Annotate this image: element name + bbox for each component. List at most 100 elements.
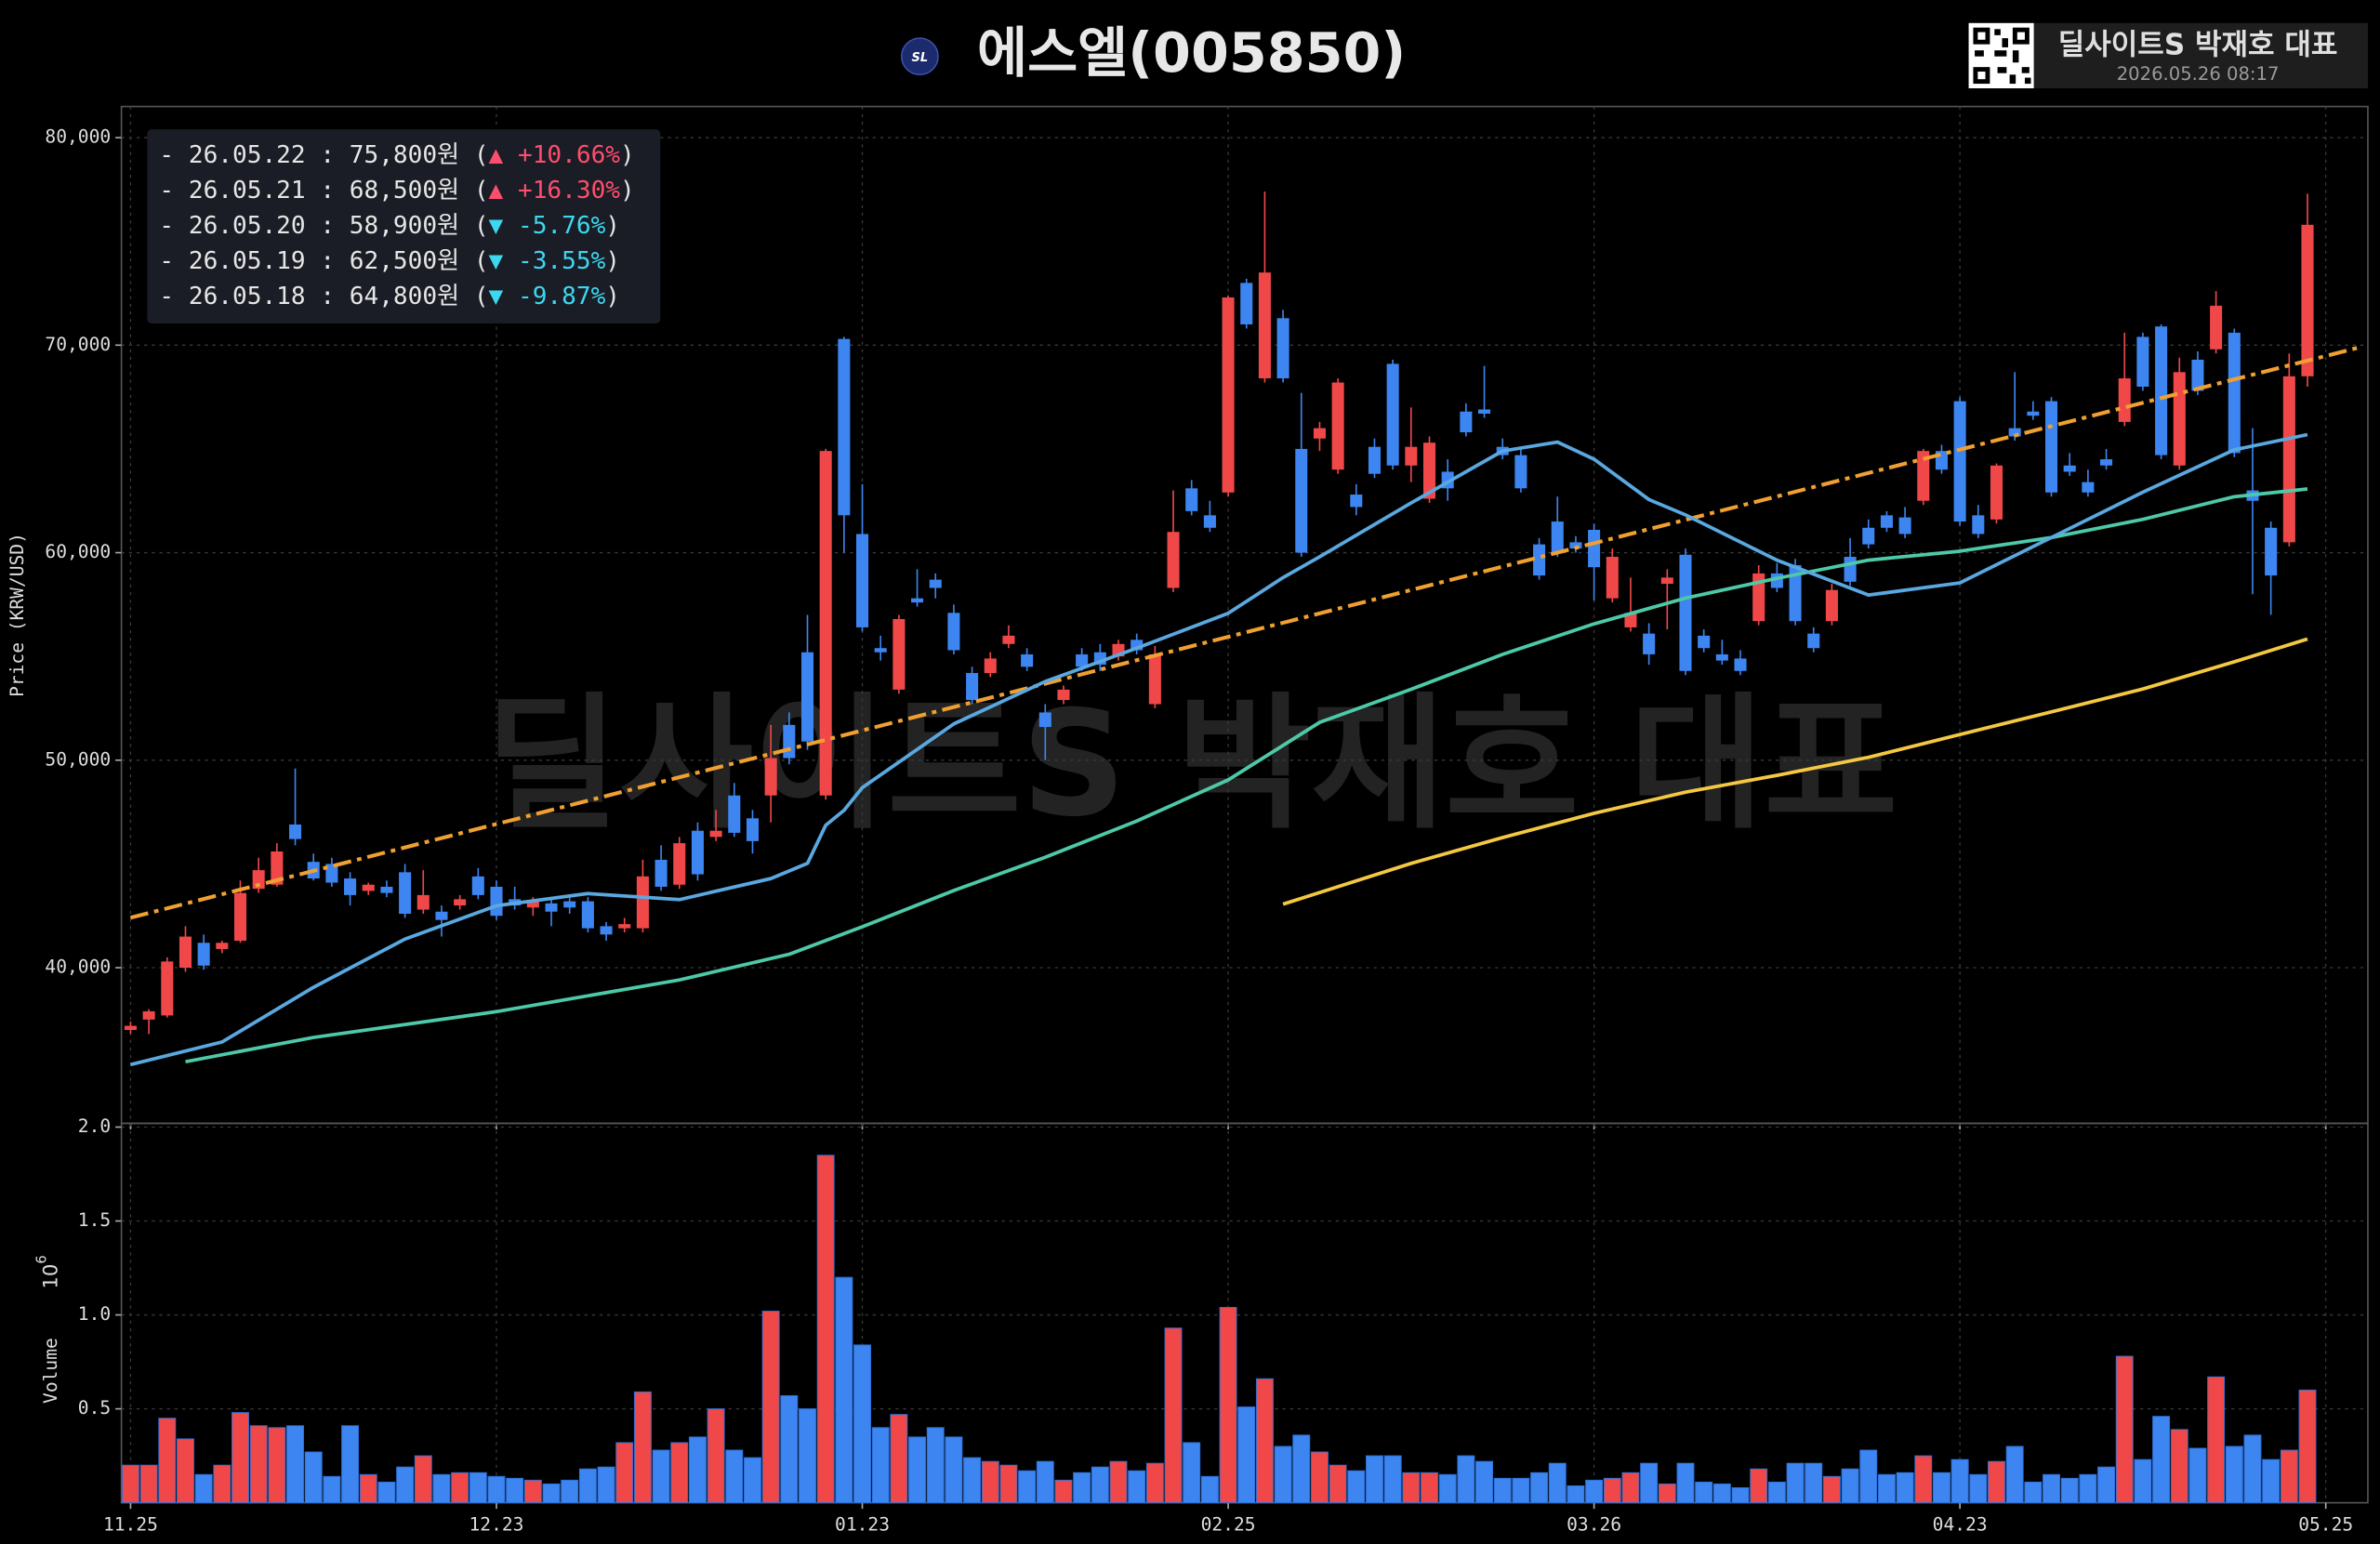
candle: [161, 957, 174, 1018]
volume-bar: [1786, 1462, 1805, 1504]
candle-body: [673, 843, 686, 885]
candle: [1972, 505, 1985, 538]
candle-body: [1386, 363, 1399, 466]
y-tick-label: 80,000: [45, 126, 111, 148]
candle-body: [1038, 712, 1051, 728]
candle-body: [838, 338, 851, 516]
volume-bar: [2079, 1473, 2097, 1504]
candle: [1203, 500, 1216, 533]
candle-body: [1368, 446, 1382, 474]
candle-body: [1862, 527, 1875, 545]
candle: [1240, 278, 1253, 329]
candle-body: [2210, 305, 2223, 350]
y-tick-label: 2.0: [78, 1115, 111, 1137]
candle: [929, 573, 942, 599]
legend-entry: - 26.05.20 : 58,900원 (▼ -5.76%): [159, 211, 620, 239]
candle: [1130, 633, 1144, 654]
legend-prefix: - 26.05.21 : 68,500원 (: [159, 176, 488, 204]
candle: [344, 872, 357, 906]
volume-bar: [945, 1436, 963, 1504]
candle-body: [2155, 326, 2168, 455]
volume-bar: [1475, 1460, 1494, 1504]
candle-body: [2191, 359, 2204, 391]
candle: [1021, 648, 1034, 671]
candle-body: [2027, 411, 2040, 416]
volume-bar: [1750, 1468, 1768, 1504]
volume-bar: [1274, 1445, 1292, 1504]
volume-axis-label: Volume: [40, 1338, 61, 1404]
volume-bar: [743, 1457, 761, 1504]
candle: [1038, 704, 1051, 760]
candle: [2082, 469, 2095, 497]
volume-bar: [432, 1473, 451, 1504]
candle: [654, 845, 668, 891]
candle-body: [600, 926, 613, 935]
y-tick-label: 0.5: [78, 1397, 111, 1419]
volume-bar: [1237, 1406, 1256, 1504]
title: 에스엘(005850): [977, 20, 1406, 85]
volume-bar: [121, 1464, 139, 1504]
volume-bar: [890, 1414, 908, 1504]
x-tick-label: 02.25: [1201, 1514, 1256, 1536]
volume-bar: [2243, 1434, 2262, 1504]
candle-body: [783, 724, 796, 759]
candle: [1569, 535, 1582, 553]
volume-bar: [1896, 1471, 1914, 1504]
candle-body: [1057, 689, 1070, 701]
legend-change: ▲ +16.30%: [489, 176, 621, 204]
candle-body: [1222, 297, 1235, 493]
candle-body: [1167, 532, 1180, 588]
candle-body: [1313, 428, 1326, 439]
candle-body: [490, 886, 503, 917]
volume-bar: [1200, 1475, 1219, 1504]
volume-bar: [1109, 1460, 1128, 1504]
candle: [2210, 291, 2223, 354]
candle-body: [471, 876, 484, 895]
volume-bar: [2152, 1416, 2171, 1504]
volume-bar: [359, 1473, 377, 1504]
volume-bar: [139, 1464, 158, 1504]
volume-bar: [1859, 1449, 1878, 1504]
y-tick-label: 60,000: [45, 541, 111, 562]
legend-suffix: ): [605, 282, 620, 310]
volume-bar: [1658, 1483, 1676, 1504]
candle-body: [399, 872, 412, 914]
candle: [581, 897, 594, 933]
candle-body: [1660, 577, 1673, 585]
candle-body: [1478, 409, 1491, 414]
volume-bar: [1988, 1460, 2005, 1504]
candle-body: [2008, 428, 2021, 437]
volume-bar: [523, 1479, 542, 1504]
candle-body: [545, 903, 558, 912]
candle: [984, 652, 997, 678]
y-tick-label: 70,000: [45, 334, 111, 355]
volume-bar: [2207, 1376, 2226, 1504]
volume-bar: [213, 1464, 231, 1504]
candle-body: [2044, 401, 2058, 493]
volume-bar: [816, 1155, 835, 1504]
candle-body: [454, 899, 467, 906]
volume-bar: [2188, 1447, 2207, 1504]
volume-bar: [341, 1425, 360, 1504]
volume-bar: [1347, 1470, 1366, 1504]
candle: [216, 941, 229, 954]
candle-body: [1021, 653, 1034, 667]
volume-bar: [908, 1436, 927, 1504]
candle-body: [1606, 557, 1619, 599]
candle: [289, 768, 302, 846]
candle-body: [1624, 613, 1637, 627]
volume-bar: [1329, 1464, 1347, 1504]
volume-bar: [249, 1425, 268, 1504]
candle-body: [2228, 332, 2241, 454]
candle: [855, 483, 869, 632]
candle: [1295, 392, 1308, 558]
candle: [1588, 523, 1601, 600]
candle-body: [416, 894, 430, 910]
candle: [399, 864, 412, 918]
candle-body: [1698, 635, 1711, 649]
candle: [1734, 650, 1747, 676]
candle-body: [966, 673, 979, 701]
candle: [471, 867, 484, 900]
volume-bar: [268, 1427, 286, 1504]
y-tick-label: 40,000: [45, 957, 111, 978]
